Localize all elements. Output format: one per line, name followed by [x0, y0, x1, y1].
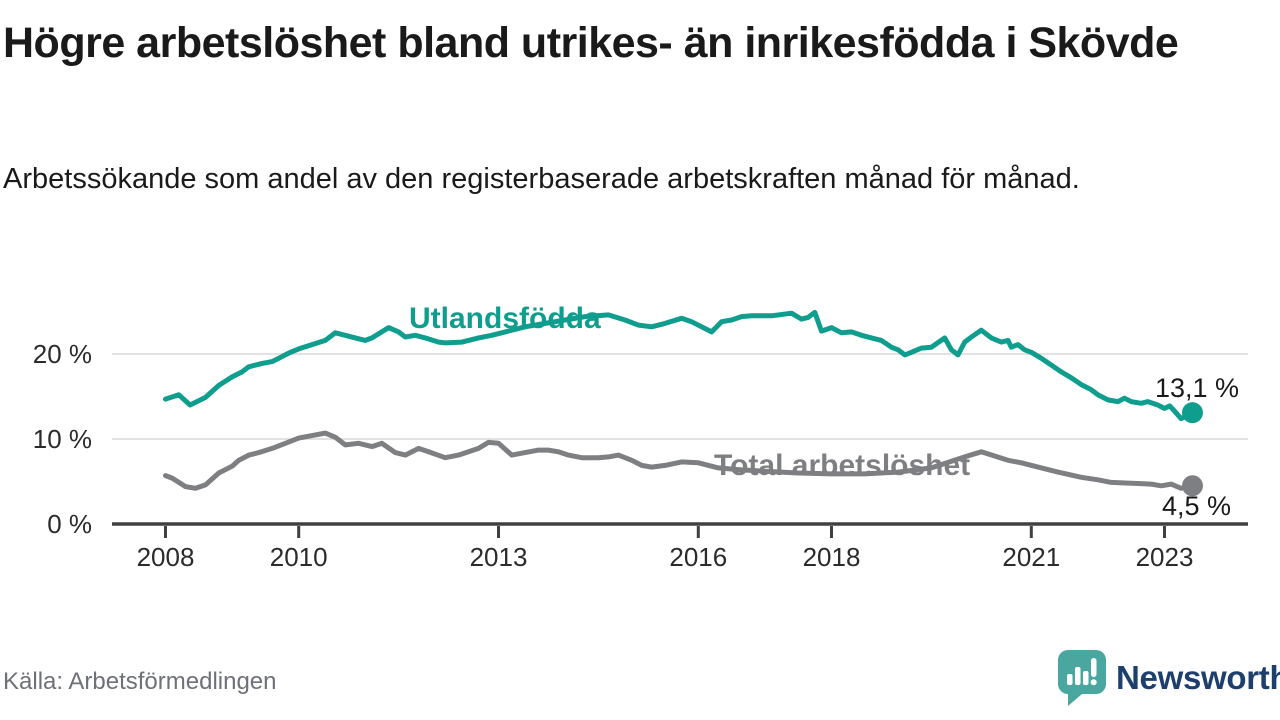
source-note: Källa: Arbetsförmedlingen: [3, 668, 277, 695]
x-tick-label: 2008: [136, 542, 195, 572]
series-end-dot: [1181, 402, 1203, 424]
x-tick-label: 2013: [469, 542, 528, 572]
x-tick-label: 2023: [1135, 542, 1194, 572]
x-tick-label: 2010: [269, 542, 328, 572]
newsworthy-logo-text: Newsworthy: [1116, 659, 1280, 696]
series-label-utlandsfodda: Utlandsfödda: [409, 302, 601, 335]
series-line: [163, 430, 1195, 491]
y-tick-label: 20 %: [32, 339, 92, 369]
y-tick-label: 10 %: [32, 424, 92, 454]
chart-subtitle: Arbetssökande som andel av den registerb…: [3, 163, 1080, 195]
end-value-label-utlandsfodda: 13,1 %: [1155, 373, 1240, 403]
series-end-dot: [1181, 475, 1203, 497]
x-tick-label: 2016: [669, 542, 728, 572]
chart-title: Högre arbetslöshet bland utrikes- än inr…: [3, 19, 1179, 67]
series-line: [163, 309, 1195, 422]
newsworthy-logo: Newsworthy: [1058, 650, 1280, 706]
end-value-label-total-arbetsloshet: 4,5 %: [1162, 491, 1232, 521]
x-tick-label: 2021: [1002, 542, 1061, 572]
series-label-total-arbetsloshet: Total arbetslöshet: [714, 449, 971, 482]
newsworthy-logo-icon: [1058, 650, 1106, 706]
y-tick-label: 0 %: [47, 509, 92, 539]
x-tick-label: 2018: [802, 542, 861, 572]
